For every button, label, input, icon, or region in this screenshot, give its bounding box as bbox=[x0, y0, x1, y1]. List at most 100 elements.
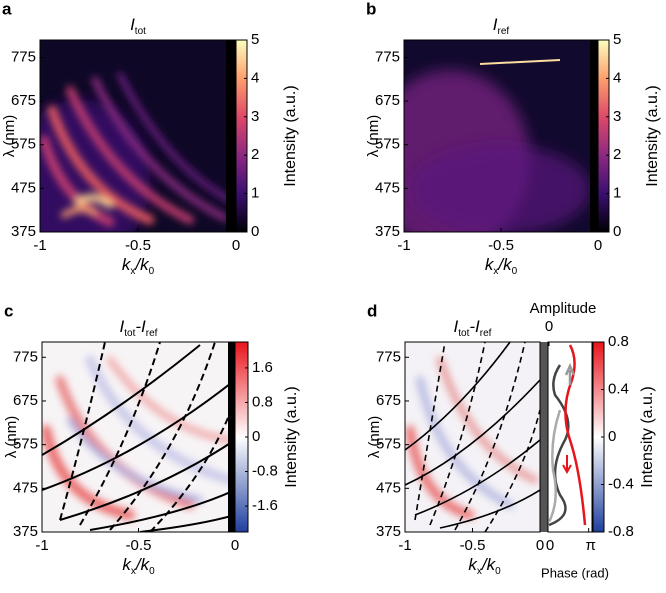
heatmap-image bbox=[405, 342, 540, 532]
y-tick-label: 675 bbox=[13, 392, 38, 409]
x-axis-label: kx/k0 bbox=[485, 255, 518, 276]
x-tick-label: 0 bbox=[232, 237, 240, 254]
panel-title: Itot-Iref bbox=[454, 317, 492, 338]
colorbar-tick-label: -0.4 bbox=[608, 475, 634, 492]
heatmap-image bbox=[404, 40, 598, 232]
panel-title-sub: tot bbox=[124, 328, 135, 339]
colorbar-tick-label: 4 bbox=[251, 69, 259, 86]
colorbar-label: Intensity (a.u.) bbox=[644, 85, 661, 186]
panel-title-sub: tot bbox=[458, 328, 469, 339]
panel-title-part: -I bbox=[469, 317, 480, 336]
x-tick-label: -1 bbox=[33, 237, 46, 254]
colorbar-tick-label: 0.4 bbox=[608, 380, 629, 397]
colorbar-label: Intensity (a.u.) bbox=[283, 386, 300, 487]
x-tick-label: 0 bbox=[536, 537, 544, 554]
x-axis-label-part: /k bbox=[497, 255, 513, 274]
y-tick-label: 675 bbox=[376, 392, 401, 409]
x-axis-label-sub: x bbox=[493, 266, 498, 277]
panel-title-part: I bbox=[493, 15, 498, 34]
y-tick-label: 775 bbox=[375, 48, 400, 65]
x-axis-label: kx/k0 bbox=[122, 555, 155, 576]
y-tick-label: 475 bbox=[13, 479, 38, 496]
panel-label: b bbox=[366, 0, 376, 18]
inset-x-tick-label: 0 bbox=[546, 537, 554, 554]
x-axis-label-sub: 0 bbox=[495, 566, 501, 577]
colorbar-tick-label: 4 bbox=[613, 69, 621, 86]
heatmap-image bbox=[42, 342, 235, 532]
colorbar-tick-label: -1.6 bbox=[252, 497, 278, 514]
colorbar-tick-label: 5 bbox=[251, 31, 259, 48]
panel-title-part: -I bbox=[135, 317, 146, 336]
x-axis-label-part: /k bbox=[135, 555, 151, 574]
panel-title-sub: tot bbox=[135, 26, 146, 37]
colorbar-tick-label: 3 bbox=[613, 108, 621, 125]
x-tick-label: -0.5 bbox=[125, 237, 151, 254]
y-tick-label: 575 bbox=[376, 436, 401, 453]
x-axis-label-sub: x bbox=[477, 566, 482, 577]
x-axis-label-sub: x bbox=[131, 566, 136, 577]
x-axis-label-sub: 0 bbox=[512, 266, 518, 277]
colorbar-tick-label: 0 bbox=[608, 428, 616, 445]
colorbar-tick-label: 1.6 bbox=[252, 359, 273, 376]
x-axis-label-part: /k bbox=[134, 255, 150, 274]
y-tick-label: 775 bbox=[11, 48, 36, 65]
colorbar-tick-label: 0 bbox=[252, 428, 260, 445]
x-tick-label: -0.5 bbox=[126, 537, 152, 554]
x-tick-label: -0.5 bbox=[460, 537, 486, 554]
y-tick-label: 475 bbox=[11, 179, 36, 196]
x-axis-label-sub: x bbox=[130, 266, 135, 277]
panel-title-part: I bbox=[120, 317, 125, 336]
inset-x-label: Phase (rad) bbox=[541, 565, 609, 580]
panel-label: a bbox=[2, 0, 12, 18]
x-tick-label: 0 bbox=[594, 237, 602, 254]
colorbar-tick-label: 0.8 bbox=[608, 333, 629, 350]
y-tick-label: 475 bbox=[375, 179, 400, 196]
colorbar-tick-label: 0 bbox=[251, 223, 259, 240]
y-axis-label: λ (nm) bbox=[366, 416, 383, 459]
x-tick-label: -1 bbox=[398, 537, 411, 554]
colorbar-tick-label: 5 bbox=[613, 31, 621, 48]
amplitude-strip bbox=[540, 341, 593, 533]
y-tick-label: 475 bbox=[376, 479, 401, 496]
panel-title-part: I bbox=[454, 317, 459, 336]
inset-x-tick-label: π bbox=[585, 537, 595, 554]
colorbar-tick-label: 2 bbox=[613, 146, 621, 163]
panel-title-sub: ref bbox=[498, 26, 510, 37]
y-tick-label: 375 bbox=[11, 223, 36, 240]
y-tick-label: 675 bbox=[11, 92, 36, 109]
y-axis-label: λ (nm) bbox=[1, 115, 18, 158]
x-tick-label: -0.5 bbox=[488, 237, 514, 254]
y-axis-label: λ (nm) bbox=[365, 115, 382, 158]
colorbar-tick-label: -0.8 bbox=[608, 523, 634, 540]
y-tick-label: 575 bbox=[375, 136, 400, 153]
panel-title: Iref bbox=[493, 15, 510, 36]
x-axis-label: kx/k0 bbox=[468, 555, 501, 576]
heatmap-image bbox=[40, 40, 236, 232]
colorbar-tick-label: 1 bbox=[251, 185, 259, 202]
colorbar-tick-label: 2 bbox=[251, 146, 259, 163]
colorbar-label: Intensity (a.u.) bbox=[639, 386, 656, 487]
panel-title: Itot bbox=[130, 15, 146, 36]
x-axis-label-part: k bbox=[122, 255, 132, 274]
y-tick-label: 775 bbox=[13, 348, 38, 365]
inset-top-label: Amplitude bbox=[530, 300, 597, 317]
colorbar bbox=[597, 39, 610, 233]
x-axis-label-part: k bbox=[468, 555, 478, 574]
colorbar-tick-label: -0.8 bbox=[252, 463, 278, 480]
y-tick-label: 575 bbox=[13, 436, 38, 453]
x-tick-label: -1 bbox=[35, 537, 48, 554]
x-axis-label-part: /k bbox=[481, 555, 497, 574]
panel-title-part: I bbox=[130, 15, 135, 34]
colorbar-label: Intensity (a.u.) bbox=[282, 85, 299, 186]
panel-label: c bbox=[4, 301, 13, 320]
colorbar-tick-label: 3 bbox=[251, 108, 259, 125]
y-tick-label: 375 bbox=[375, 223, 400, 240]
x-axis-label-sub: 0 bbox=[149, 566, 155, 577]
colorbar bbox=[235, 39, 248, 233]
y-tick-label: 375 bbox=[376, 523, 401, 540]
x-axis-label-sub: 0 bbox=[149, 266, 155, 277]
x-tick-label: 0 bbox=[231, 537, 239, 554]
x-tick-label: -1 bbox=[397, 237, 410, 254]
inset-top-tick-label: 0 bbox=[545, 318, 553, 335]
